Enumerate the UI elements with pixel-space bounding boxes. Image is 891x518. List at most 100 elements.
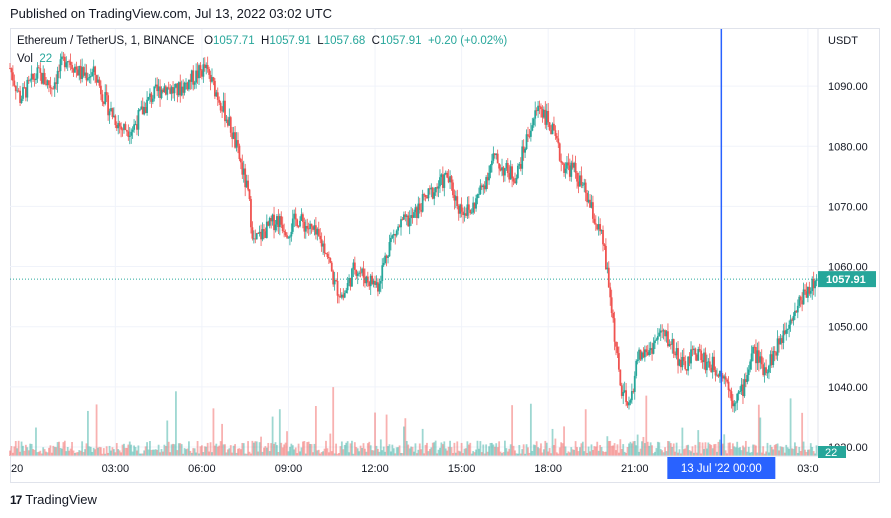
candle-body bbox=[571, 162, 574, 168]
candle-body bbox=[343, 293, 346, 298]
volume-bar bbox=[387, 446, 389, 456]
candle-body bbox=[247, 180, 249, 190]
candle-body bbox=[701, 360, 704, 363]
candle-body bbox=[190, 70, 193, 82]
candle-body bbox=[617, 353, 620, 370]
volume-bar bbox=[798, 446, 801, 456]
chart-frame[interactable] bbox=[10, 28, 880, 483]
candle-body bbox=[62, 56, 65, 58]
volume-bar bbox=[394, 453, 397, 456]
volume-bar bbox=[342, 449, 345, 456]
volume-bar bbox=[303, 441, 306, 456]
candle-body bbox=[573, 162, 576, 168]
published-note: Published on TradingView.com, Jul 13, 20… bbox=[10, 6, 333, 21]
volume-bar bbox=[426, 442, 428, 456]
volume-bar bbox=[244, 453, 247, 456]
footer-brand[interactable]: TradingView bbox=[25, 492, 97, 507]
volume-bar bbox=[710, 444, 713, 456]
volume-bar bbox=[410, 446, 413, 456]
candle-body bbox=[726, 379, 728, 382]
candle-body bbox=[379, 280, 382, 284]
volume-bar bbox=[91, 451, 94, 456]
volume-bar bbox=[294, 447, 297, 456]
volume-bar bbox=[146, 442, 148, 456]
volume-bar bbox=[786, 447, 789, 456]
footer: 17 TradingView bbox=[10, 492, 97, 507]
candle-body bbox=[662, 330, 665, 332]
volume-bar bbox=[750, 452, 753, 456]
volume-bar bbox=[462, 453, 464, 456]
candle-body bbox=[212, 77, 215, 81]
volume-bar bbox=[261, 451, 264, 456]
candle-body bbox=[770, 354, 773, 366]
volume-bar bbox=[371, 450, 374, 456]
volume-bar bbox=[46, 452, 49, 456]
volume-bar bbox=[104, 453, 107, 456]
candle-body bbox=[303, 221, 306, 232]
candle-body bbox=[293, 213, 296, 219]
candle-body bbox=[424, 195, 427, 197]
candle-body bbox=[265, 221, 268, 238]
volume-bar bbox=[639, 448, 642, 456]
volume-bar bbox=[729, 442, 731, 456]
volume-bar bbox=[277, 452, 280, 456]
candle-body bbox=[66, 61, 69, 63]
candle-body bbox=[167, 87, 170, 89]
volume-bar bbox=[66, 447, 69, 456]
volume-bar bbox=[617, 452, 620, 456]
volume-bar bbox=[349, 443, 352, 456]
volume-bar bbox=[571, 449, 574, 456]
volume-bar bbox=[23, 450, 26, 456]
candle-body bbox=[82, 67, 85, 76]
volume-bar bbox=[554, 438, 557, 456]
low-label: L bbox=[317, 35, 324, 47]
candle-body bbox=[362, 268, 365, 278]
tradingview-logo-icon[interactable]: 17 bbox=[10, 492, 22, 507]
volume-bar bbox=[62, 442, 65, 456]
candle-body bbox=[684, 361, 687, 370]
volume-bar bbox=[203, 446, 206, 456]
candle-body bbox=[352, 262, 355, 269]
volume-bar bbox=[655, 448, 658, 456]
volume-bar bbox=[586, 452, 589, 456]
volume-bar bbox=[509, 444, 512, 456]
volume-bar bbox=[137, 445, 140, 456]
candle-body bbox=[130, 131, 133, 136]
candle-body bbox=[398, 226, 401, 228]
volume-bar bbox=[805, 451, 808, 456]
symbol-label[interactable]: Ethereum / TetherUS, 1, BINANCE bbox=[17, 35, 195, 47]
candle-body bbox=[423, 194, 425, 196]
candle-body bbox=[492, 153, 495, 161]
candle-body bbox=[339, 296, 342, 298]
candle-body bbox=[411, 215, 414, 218]
candle-body bbox=[807, 286, 809, 298]
candle-body bbox=[216, 92, 219, 100]
volume-bar bbox=[785, 444, 788, 456]
candle-body bbox=[177, 82, 180, 96]
candle-body bbox=[102, 101, 105, 104]
volume-bar bbox=[589, 451, 591, 456]
candle-body bbox=[304, 226, 307, 232]
candle-body bbox=[603, 244, 606, 246]
candle-body bbox=[540, 106, 542, 110]
crosshair-time-label: 13 Jul '22 00:00 bbox=[681, 463, 762, 475]
volume-bar bbox=[414, 443, 417, 456]
candle-body bbox=[564, 168, 567, 173]
candle-body bbox=[763, 367, 766, 375]
candle-body bbox=[804, 289, 806, 292]
volume-bar bbox=[792, 448, 795, 456]
candle-body bbox=[136, 124, 138, 130]
volume-bar bbox=[185, 449, 187, 456]
volume-bar bbox=[587, 446, 590, 456]
candle-body bbox=[219, 102, 222, 111]
volume-bar bbox=[401, 453, 404, 456]
volume-bar bbox=[234, 444, 236, 456]
candle-body bbox=[563, 163, 565, 173]
volume-bar bbox=[364, 448, 366, 456]
candle-body bbox=[444, 172, 447, 175]
volume-bar bbox=[802, 441, 805, 456]
volume-bar bbox=[87, 410, 89, 456]
volume-bar bbox=[176, 450, 179, 456]
candle-body bbox=[717, 374, 720, 377]
